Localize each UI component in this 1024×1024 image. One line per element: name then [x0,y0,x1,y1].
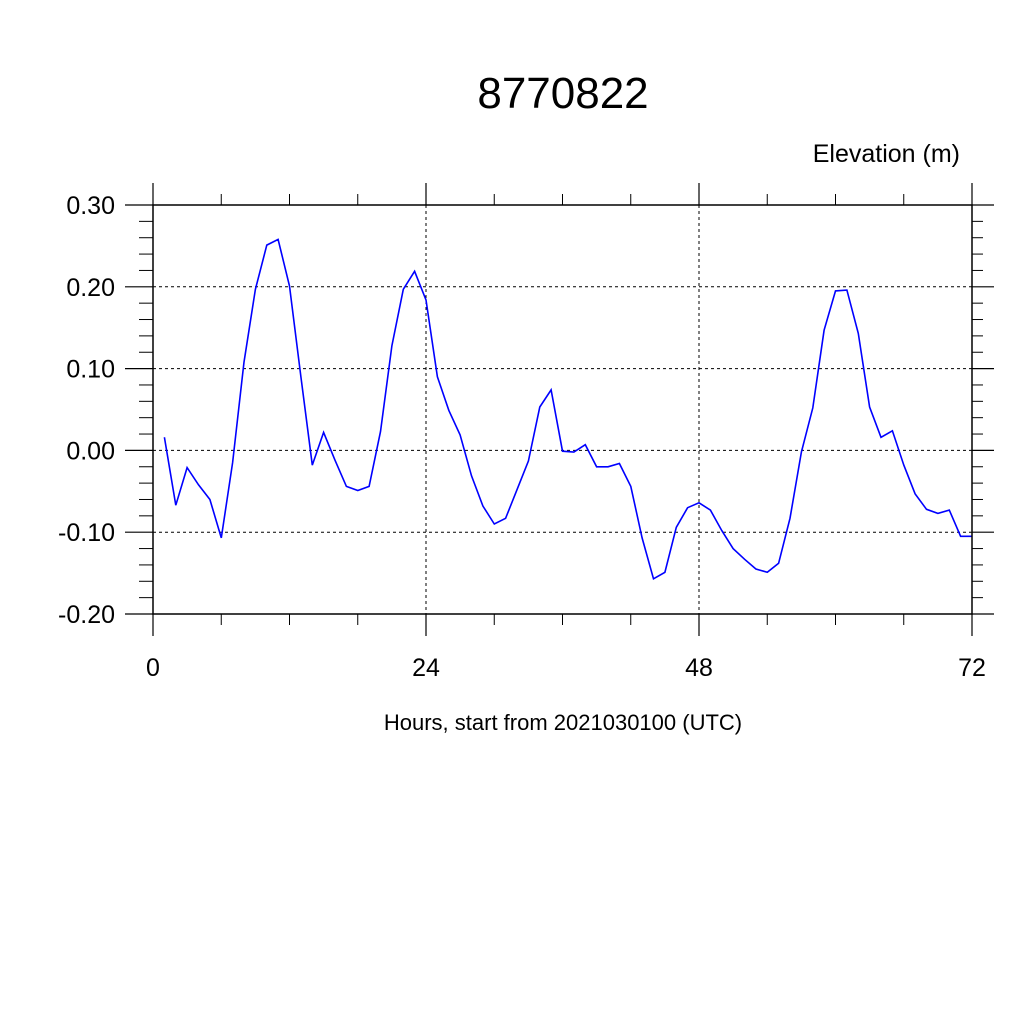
unit-label: Elevation (m) [813,140,960,168]
x-tick-label: 48 [685,654,713,682]
x-tick-labels: 0 24 48 72 [146,654,986,682]
y-tick-label: -0.10 [58,519,115,547]
series-line [163,238,972,581]
y-tick-label: 0.10 [66,356,115,384]
grid-lines [152,204,973,615]
x-tick-label: 0 [146,654,160,682]
y-tick-label: -0.20 [58,601,115,629]
plot-frame [152,204,973,615]
tick-marks [125,183,994,636]
y-tick-label: 0.00 [66,437,115,465]
chart-title: 8770822 [477,69,648,118]
x-tick-label: 24 [412,654,440,682]
x-axis-label: Hours, start from 2021030100 (UTC) [384,710,742,735]
x-tick-label: 72 [958,654,986,682]
y-tick-label: 0.20 [66,274,115,302]
y-tick-labels: -0.20 -0.10 0.00 0.10 0.20 0.30 [58,192,115,629]
y-tick-label: 0.30 [66,192,115,220]
